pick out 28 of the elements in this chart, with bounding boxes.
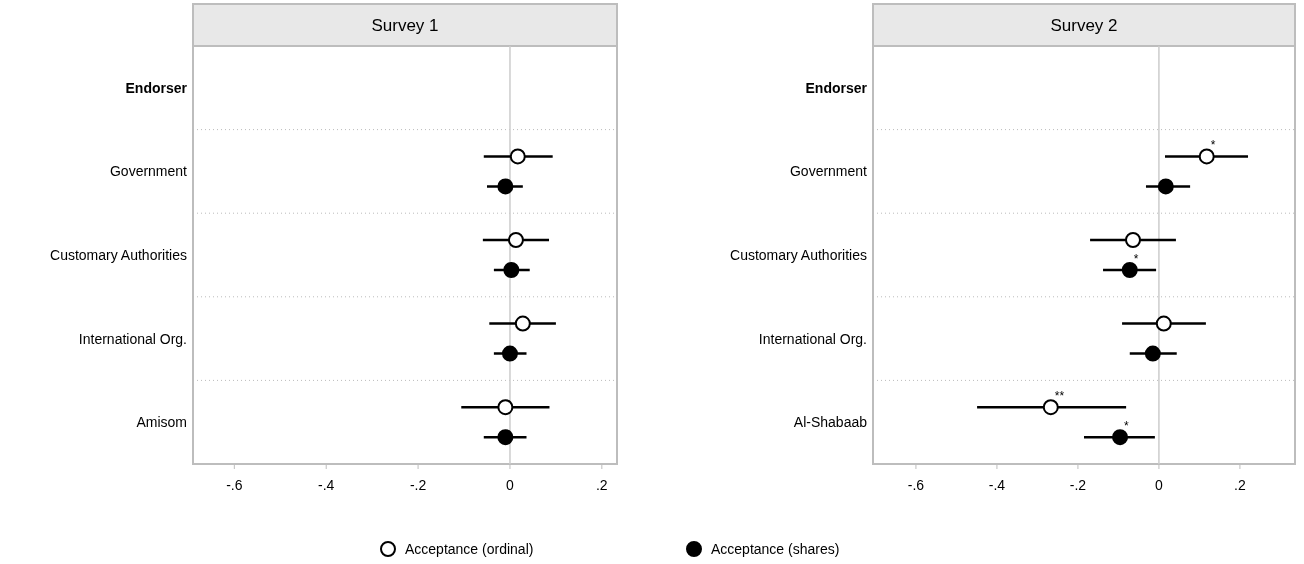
- y-tick-label: International Org.: [758, 330, 867, 347]
- y-tick-label: Al-Shabaab: [793, 414, 868, 431]
- y-tick-label: Government: [109, 163, 188, 180]
- x-tick-label: -.2: [1069, 477, 1087, 493]
- data-label: **: [1054, 389, 1065, 404]
- x-tick-label: -.6: [226, 477, 243, 493]
- x-tick-label: .2: [596, 477, 608, 493]
- x-tick-label: 0: [506, 477, 515, 493]
- x-tick-label: -.6: [907, 477, 925, 493]
- y-tick-label: Government: [789, 163, 868, 180]
- data-label: *: [1210, 138, 1216, 153]
- y-tick-label: Endorser: [125, 79, 188, 96]
- y-tick-label: Customary Authorities: [730, 247, 867, 263]
- data-label: *: [1133, 252, 1139, 266]
- legend-label: Acceptance (ordinal): [405, 541, 534, 557]
- y-tick-label: Amisom: [136, 414, 187, 431]
- data-label: *: [1124, 419, 1130, 434]
- chart-title: Survey 1: [371, 16, 439, 35]
- y-tick-label: Endorser: [805, 79, 868, 96]
- x-tick-label: 0: [1155, 477, 1164, 493]
- x-tick-label: -.2: [409, 477, 427, 493]
- x-tick-label: -.4: [988, 477, 1006, 493]
- y-tick-label: International Org.: [78, 330, 187, 347]
- chart-title: Survey 2: [1050, 16, 1118, 35]
- y-tick-label: Customary Authorities: [50, 247, 187, 263]
- x-tick-label: -.4: [318, 477, 335, 493]
- x-tick-label: .2: [1234, 477, 1246, 493]
- legend-label: Acceptance (shares): [711, 541, 840, 557]
